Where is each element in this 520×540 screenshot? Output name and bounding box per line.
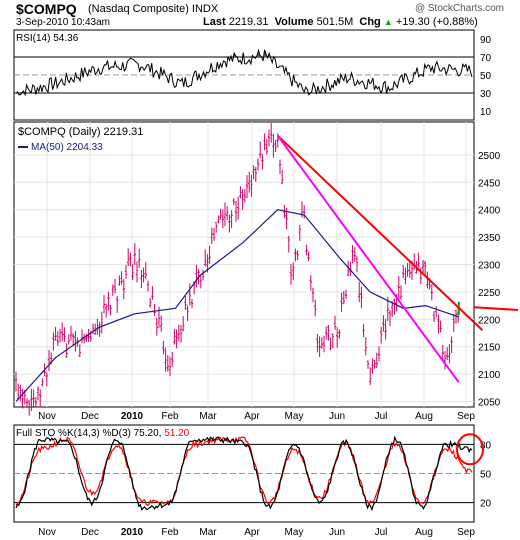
price-tick-2250: 2250 [478, 288, 501, 299]
price-x-axis: Nov Dec 2010 Feb Mar Apr May Jun Jul Aug Sep [38, 411, 475, 422]
price-tick-2500: 2500 [478, 151, 501, 162]
x-tick-May: May [285, 527, 304, 538]
price-tick-2200: 2200 [478, 315, 501, 326]
sto-k-line [15, 435, 473, 512]
price-tick-2400: 2400 [478, 206, 501, 217]
trendline-red-extension [473, 306, 519, 311]
sto-title-d-value: 51.20 [164, 428, 189, 439]
price-tick-2350: 2350 [478, 233, 501, 244]
rsi-line [15, 48, 473, 97]
price-panel: 2050 2100 2150 2200 2250 2300 2350 2400 2450 2500… [13, 121, 519, 416]
ma-legend-label: MA(50) 2204.33 [31, 142, 103, 153]
x-tick-Apr: Apr [244, 411, 260, 422]
symbol-name: (Nasdaq Composite) INDX [88, 3, 219, 15]
rsi-tick-10: 10 [480, 107, 492, 118]
sto-tick-20: 20 [480, 499, 492, 510]
chg-arrow-icon: ▲ [383, 17, 393, 27]
x-tick-Dec: Dec [81, 527, 99, 538]
rsi-tick-50: 50 [480, 71, 492, 82]
last-value: 2219.31 [228, 16, 269, 28]
sto-title-prefix: Full STO %K(14,3) %D(3) 75.20, [16, 428, 164, 439]
x-tick-Jul: Jul [375, 527, 388, 538]
x-tick-Mar: Mar [199, 527, 217, 538]
x-tick-Mar: Mar [199, 411, 217, 422]
chg-value: +19.30 (+0.88%) [395, 16, 478, 28]
x-tick-Apr: Apr [244, 527, 260, 538]
x-tick-Nov: Nov [38, 411, 56, 422]
stochastic-panel: 20 50 80 Full STO %K(14,3) %D(3) 75.20, 51.… [13, 424, 492, 523]
symbol-title: $COMPQ [16, 1, 77, 17]
x-tick-Nov: Nov [38, 527, 56, 538]
quote-datetime: 3-Sep-2010 10:43am [16, 17, 110, 28]
sto-title: Full STO %K(14,3) %D(3) 75.20, 51.20 [16, 428, 190, 439]
x-tick-Aug: Aug [415, 411, 433, 422]
trendline-magenta-support [276, 135, 460, 383]
chart-header: $COMPQ (Nasdaq Composite) INDX @ StockCh… [0, 0, 520, 30]
rsi-tick-90: 90 [480, 35, 492, 46]
sto-tick-80: 80 [480, 440, 492, 451]
x-tick-May: May [285, 411, 304, 422]
ma50-line [15, 209, 459, 402]
x-tick-Sep: Sep [457, 527, 475, 538]
x-tick-Jul: Jul [375, 411, 388, 422]
x-tick-Aug: Aug [415, 527, 433, 538]
x-tick-Feb: Feb [161, 411, 179, 422]
price-bars [14, 123, 460, 416]
rsi-panel: 10 30 50 70 90 RSI(14) 54.36 [13, 29, 492, 121]
chg-label: Chg [359, 16, 381, 28]
watermark: @ StockCharts.com [414, 3, 504, 14]
sto-x-axis: Nov Dec 2010 Feb Mar Apr May Jun Jul Aug Sep [38, 527, 475, 538]
x-tick-Jun: Jun [329, 527, 345, 538]
rsi-tick-70: 70 [480, 53, 492, 64]
rsi-tick-30: 30 [480, 89, 492, 100]
x-tick-Sep: Sep [457, 411, 475, 422]
x-tick-Feb: Feb [161, 527, 179, 538]
x-tick-Jun: Jun [329, 411, 345, 422]
sto-d-line [15, 436, 473, 507]
x-tick-2010: 2010 [121, 527, 144, 538]
volume-label: Volume [274, 16, 314, 28]
price-title: $COMPQ (Daily) 2219.31 [18, 126, 143, 138]
highlight-circle [456, 433, 484, 466]
quote-stats: Last 2219.31 Volume 501.5M Chg ▲ +19.30 … [203, 16, 478, 28]
price-tick-2300: 2300 [478, 261, 501, 272]
x-tick-2010: 2010 [121, 411, 144, 422]
price-tick-2050: 2050 [478, 398, 501, 409]
price-tick-2150: 2150 [478, 343, 501, 354]
x-tick-Dec: Dec [81, 411, 99, 422]
last-label: Last [203, 16, 226, 28]
price-tick-2450: 2450 [478, 178, 501, 189]
trendline-red-resistance [277, 134, 484, 331]
volume-value: 501.5M [316, 16, 354, 28]
rsi-title: RSI(14) 54.36 [16, 33, 79, 44]
sto-tick-50: 50 [480, 470, 492, 481]
price-tick-2100: 2100 [478, 370, 501, 381]
